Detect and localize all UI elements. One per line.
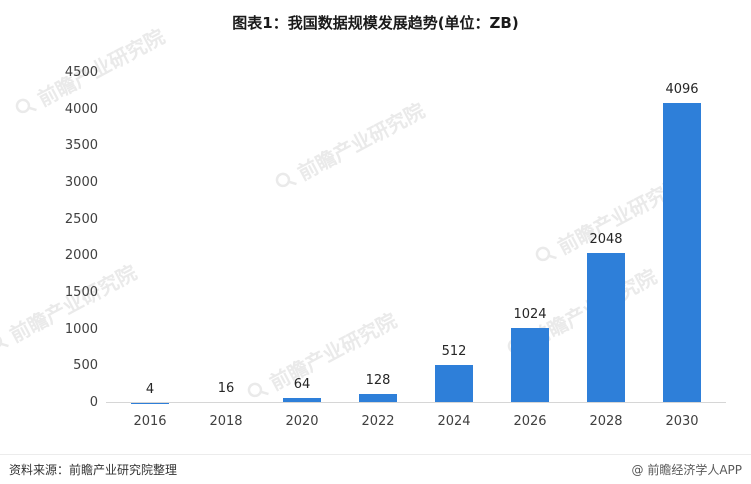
- bar-value-label: 128: [365, 372, 391, 388]
- y-tick-label: 4000: [64, 101, 98, 117]
- y-tick-label: 3000: [64, 175, 98, 190]
- y-tick-label: 1000: [64, 321, 98, 337]
- bar: [663, 102, 701, 403]
- x-tick-label: 2018: [209, 414, 243, 429]
- bar-column: 512 2024: [416, 73, 492, 429]
- bar: [283, 398, 321, 403]
- bar-value-label: 2048: [589, 231, 623, 247]
- bar-value-label: 4096: [665, 81, 699, 97]
- bar-value-label: 512: [441, 344, 467, 360]
- x-axis-line: [106, 402, 726, 403]
- bars-container: 4 2016 16 2018 64 2020 128 2022 512 2024 1024 2026 2…: [112, 73, 720, 429]
- bar-column: 4096 2030: [644, 73, 720, 429]
- plot-area: 0 500 1000 1500 2000 2500 3000 3500 4000 4500 4 20…: [65, 65, 726, 429]
- x-tick-label: 2020: [285, 414, 319, 429]
- magnifier-logo-icon: [15, 98, 37, 113]
- bar-column: 16 2018: [188, 73, 264, 429]
- bar-value-label: 1024: [513, 306, 547, 322]
- x-tick-label: 2024: [437, 414, 471, 429]
- bar: [511, 327, 549, 403]
- x-tick-label: 2022: [361, 414, 395, 429]
- bar-value-label: 64: [293, 377, 311, 393]
- bar: [435, 365, 473, 403]
- source-note: 资料来源：前瞻产业研究院整理: [9, 463, 178, 477]
- bar-column: 64 2020: [264, 73, 340, 429]
- y-tick-label: 4500: [64, 65, 98, 80]
- y-tick-label: 1500: [64, 285, 98, 300]
- y-tick-label: 3500: [64, 138, 98, 154]
- bar: [587, 252, 625, 403]
- y-tick-label: 500: [73, 358, 98, 374]
- x-tick-label: 2016: [133, 414, 167, 429]
- bar-value-label: 4: [145, 381, 155, 397]
- chart-title: 图表1：我国数据规模发展趋势(单位：ZB): [232, 14, 519, 32]
- bar-value-label: 16: [217, 380, 235, 396]
- x-tick-label: 2026: [513, 414, 547, 429]
- bar-column: 1024 2026: [492, 73, 568, 429]
- x-tick-label: 2030: [665, 414, 699, 429]
- bar-column: 4 2016: [112, 73, 188, 429]
- x-tick-label: 2028: [589, 414, 623, 429]
- brand-note: @ 前瞻经济学人APP: [631, 463, 743, 477]
- y-tick-label: 0: [89, 395, 98, 410]
- bar-column: 128 2022: [340, 73, 416, 429]
- y-tick-label: 2000: [64, 248, 98, 264]
- magnifier-logo-icon: [0, 334, 9, 349]
- footer-bar: 资料来源：前瞻产业研究院整理 @ 前瞻经济学人APP: [0, 454, 751, 484]
- bar-column: 2048 2028: [568, 73, 644, 429]
- y-tick-label: 2500: [64, 211, 98, 227]
- bar: [359, 393, 397, 403]
